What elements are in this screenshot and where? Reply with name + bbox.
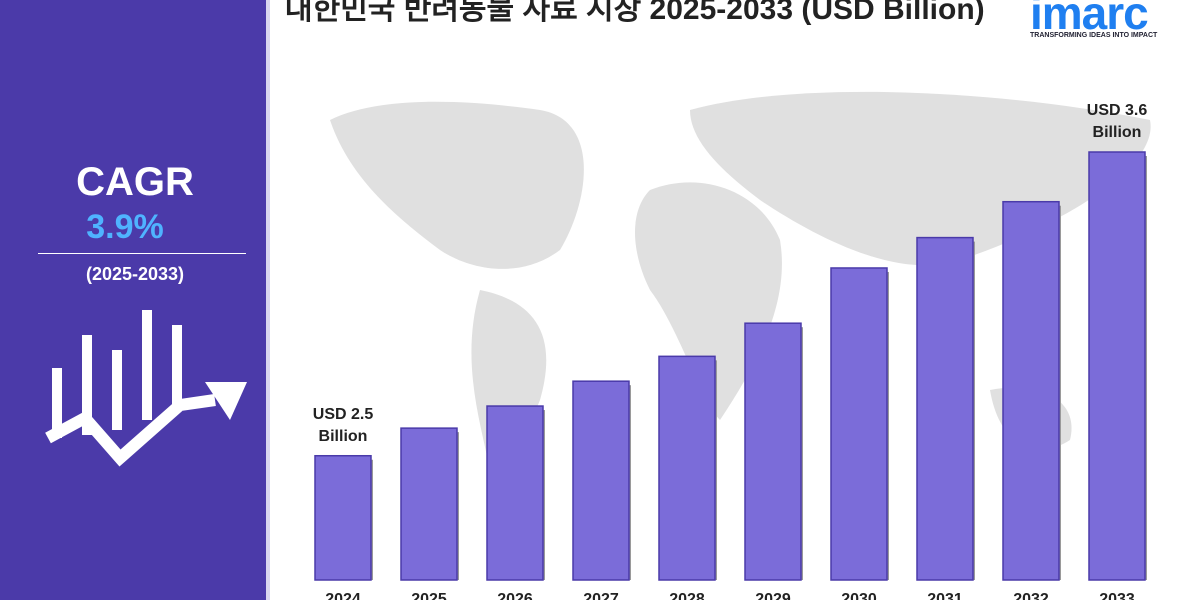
logo-tagline: TRANSFORMING IDEAS INTO IMPACT [1030,32,1158,39]
x-tick-label: 2030 [841,591,877,600]
bar [1088,151,1146,581]
x-tick-label: 2027 [583,591,619,600]
cagr-value: 3.9% [86,208,164,246]
bar [658,355,716,581]
x-tick-label: 2029 [755,591,791,600]
bar [486,405,544,581]
x-tick-label: 2025 [411,591,447,600]
bar [1002,200,1060,581]
x-tick-label: 2033 [1099,591,1135,600]
chart-title: 대한민국 반려동물 사료 시장 2025-2033 (USD Billion) [285,0,985,26]
cagr-label: CAGR [76,160,194,204]
bar [400,427,458,581]
bar [830,267,888,581]
x-tick-label: 2026 [497,591,533,600]
divider [38,253,246,254]
bar [744,322,802,581]
bar [916,236,974,581]
growth-icon [45,310,247,467]
logo: imarc [1030,0,1149,39]
value-label: USD 2.5 Billion [312,405,374,445]
x-tick-label: 2028 [669,591,705,600]
x-tick-label: 2032 [1013,591,1049,600]
x-tick-label: 2024 [325,591,361,600]
bar [572,380,630,581]
value-label: USD 3.6 Billion [1086,102,1148,141]
sidebar: CAGR 3.9% (2025-2033) [0,0,270,600]
period: (2025-2033) [85,264,185,284]
bar [314,454,372,581]
x-tick-label: 2031 [927,591,963,600]
